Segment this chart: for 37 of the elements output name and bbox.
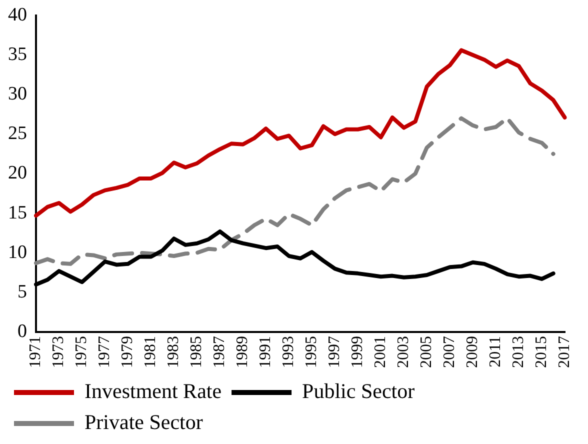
legend-label: Investment Rate [84,379,222,404]
x-tick-label: 2003 [395,336,412,368]
y-tick-label: 5 [18,281,27,302]
x-tick-label: 1975 [73,336,90,368]
x-tick-label: 2001 [372,336,390,368]
x-tick-label: 1977 [96,336,114,368]
y-tick-label: 0 [18,320,27,342]
y-tick-label: 40 [8,4,27,26]
x-tick-label: 1999 [349,336,366,368]
x-tick-label: 1987 [211,336,228,368]
x-tick-label: 2005 [418,336,436,368]
y-tick-label: 25 [8,123,27,144]
legend-label: Private Sector [84,410,203,434]
y-tick-label: 20 [8,162,27,184]
x-tick-label: 2017 [556,336,574,368]
x-tick-label: 2015 [533,336,550,368]
x-tick-label: 1983 [165,336,182,368]
x-tick-label: 1993 [280,336,298,368]
x-tick-label: 1973 [50,336,68,368]
x-tick-label: 1971 [27,336,44,368]
x-tick-label: 1989 [234,336,252,368]
legend-label: Public Sector [302,379,415,404]
y-tick-label: 30 [8,84,27,105]
x-tick-label: 1997 [326,336,344,368]
x-tick-label: 2007 [441,336,458,368]
x-tick-label: 2011 [487,336,504,368]
x-tick-label: 1991 [257,336,274,368]
x-tick-label: 1995 [303,336,320,368]
y-tick-label: 15 [8,202,27,224]
x-tick-label: 2013 [510,336,528,368]
x-tick-label: 1979 [119,336,136,368]
x-tick-label: 1981 [142,336,160,368]
line-series [34,116,556,266]
x-tick-label: 2009 [464,336,482,368]
x-tick-label: 1985 [188,336,206,368]
y-tick-label: 10 [8,242,27,263]
y-tick-label: 35 [8,44,27,65]
